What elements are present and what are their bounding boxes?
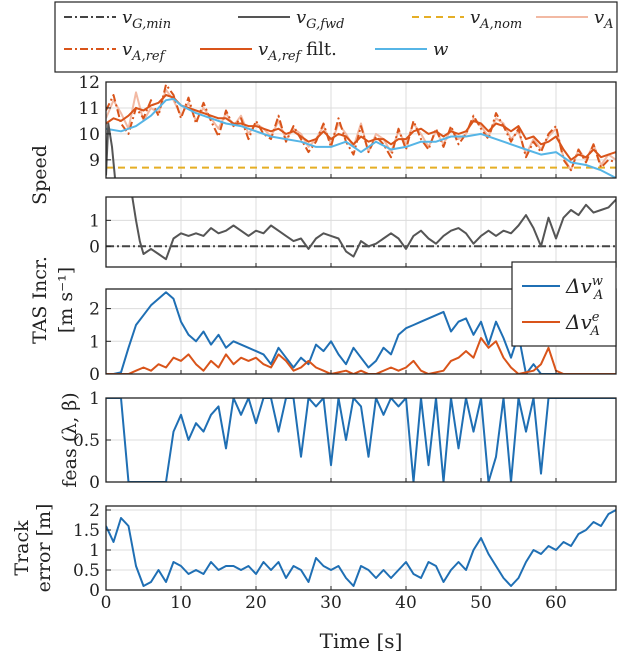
legend-label: vG,fwd — [296, 7, 345, 32]
series-line-dvw — [106, 291, 616, 374]
y-tick-label: 0 — [89, 237, 100, 257]
y-tick-label: 0 — [89, 581, 100, 601]
y-tick-label: 12 — [78, 73, 100, 93]
plot-frame — [105, 196, 617, 268]
y-tick-label: 1 — [89, 389, 100, 409]
y-tick-label: 0 — [89, 365, 100, 385]
y-tick-label: 9 — [89, 151, 100, 171]
series-line-vAref — [106, 83, 616, 172]
series-line-w — [106, 97, 616, 178]
x-tick-label: 30 — [320, 593, 342, 613]
y-tick-label: 0 — [89, 473, 100, 493]
y-tick-label: 0.5 — [73, 561, 100, 581]
legend-box-top — [54, 1, 618, 73]
x-tick-label: 60 — [545, 593, 567, 613]
y-tick-label: 10 — [78, 125, 100, 145]
y-tick-label: 1 — [89, 332, 100, 352]
y-tick-label: 0.5 — [73, 431, 100, 451]
track-error-ylabel: error [m] — [33, 504, 55, 593]
legend-label: w — [433, 39, 449, 60]
y-tick-label: 1 — [89, 541, 100, 561]
y-tick-label: 2 — [89, 300, 100, 320]
legend-layer: vG,min vG,fwd vA,nom vA vA,ref vA,ref filt. w Δ… — [54, 1, 618, 347]
y-tick-label: 2 — [89, 501, 100, 521]
speed-ylabel: Speed — [29, 145, 51, 205]
legend-label: vA,nom — [470, 7, 522, 32]
y-tick-label: 11 — [78, 99, 100, 119]
series-line-vGfwd — [131, 197, 616, 261]
y-tick-label: 1.5 — [73, 521, 100, 541]
legend-label: vA — [594, 7, 614, 32]
series-line-vGfwd — [106, 122, 116, 178]
legend-label: vG,min — [122, 7, 171, 32]
legend-label: Δve A — [565, 310, 600, 339]
x-tick-label: 20 — [245, 593, 267, 613]
legend-label: Δvw A — [565, 274, 603, 303]
legend-box-mid — [511, 261, 617, 347]
legend-label: vA,ref — [122, 39, 167, 64]
x-tick-label: 0 — [101, 593, 112, 613]
unit-ylabel: [m s⁻¹] — [55, 267, 77, 333]
series-line-dvw — [106, 509, 616, 587]
x-tick-label: 40 — [395, 593, 417, 613]
plot-frame — [105, 81, 617, 179]
track-error-ylabel: Track — [11, 520, 33, 576]
y-tick-label: 1 — [89, 211, 100, 231]
series-line-dve — [106, 337, 616, 374]
series-line-dvw — [106, 398, 616, 482]
plot-frame — [105, 505, 617, 591]
y-axis-label: feas (λ, β) — [59, 392, 81, 487]
legend-label: vA,ref filt. — [258, 39, 337, 64]
x-tick-label: 10 — [170, 593, 192, 613]
x-tick-label: 50 — [470, 593, 492, 613]
series-layer — [106, 83, 616, 587]
series-line-vA — [106, 88, 616, 172]
labels-layer: feas (λ, β) Time [s] Speed TAS Incr. [m s⁻¹]… — [11, 145, 402, 653]
x-axis-label: Time [s] — [320, 629, 403, 653]
tas-ylabel: TAS Incr. — [29, 256, 51, 344]
series-line-vAreffilt — [106, 94, 616, 161]
